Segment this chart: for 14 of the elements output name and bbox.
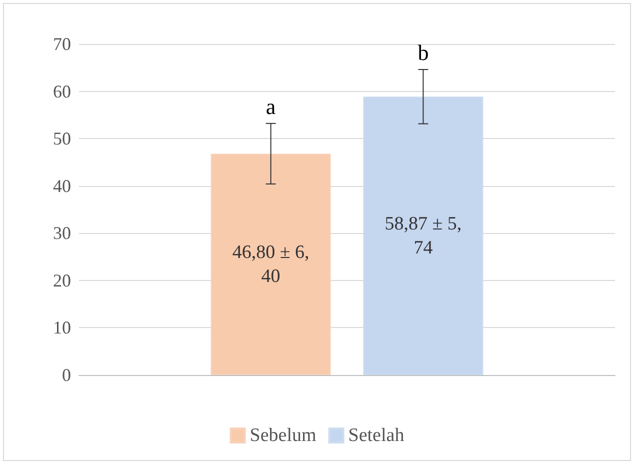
legend-label: Sebelum — [250, 425, 317, 446]
y-tick-label: 30 — [53, 223, 71, 244]
y-tick-label: 70 — [53, 34, 71, 54]
y-tick-label: 10 — [53, 318, 71, 338]
annotation: a — [266, 94, 276, 119]
y-tick-label: 50 — [53, 128, 71, 149]
y-tick-label: 0 — [62, 365, 71, 385]
annotation: b — [418, 40, 429, 65]
data-label: 46,80 ± 6,40 — [232, 242, 310, 287]
legend-label: Setelah — [348, 425, 405, 446]
y-tick-label: 20 — [53, 270, 71, 290]
y-tick-label: 60 — [53, 81, 71, 102]
y-tick-label: 40 — [53, 176, 71, 196]
data-label: 58,87 ± 5,74 — [384, 213, 462, 258]
